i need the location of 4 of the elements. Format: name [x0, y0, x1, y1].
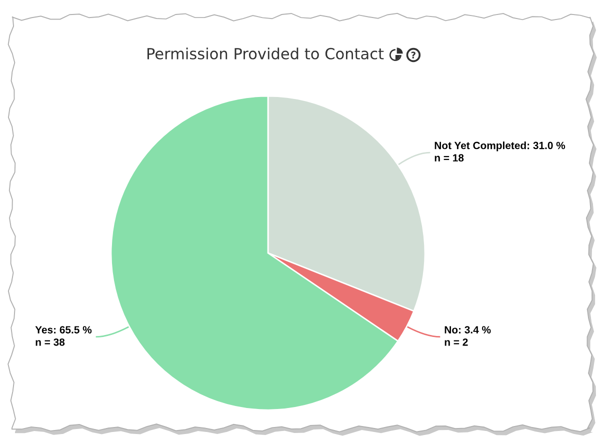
chart-title: Permission Provided to Contact: [147, 48, 384, 60]
slice-label: Not Yet Completed: 31.0 % n = 18: [434, 142, 566, 162]
slice-label: No: 3.4 % n = 2: [444, 326, 491, 346]
slice-label: Yes: 65.5 % n = 38: [35, 326, 92, 346]
